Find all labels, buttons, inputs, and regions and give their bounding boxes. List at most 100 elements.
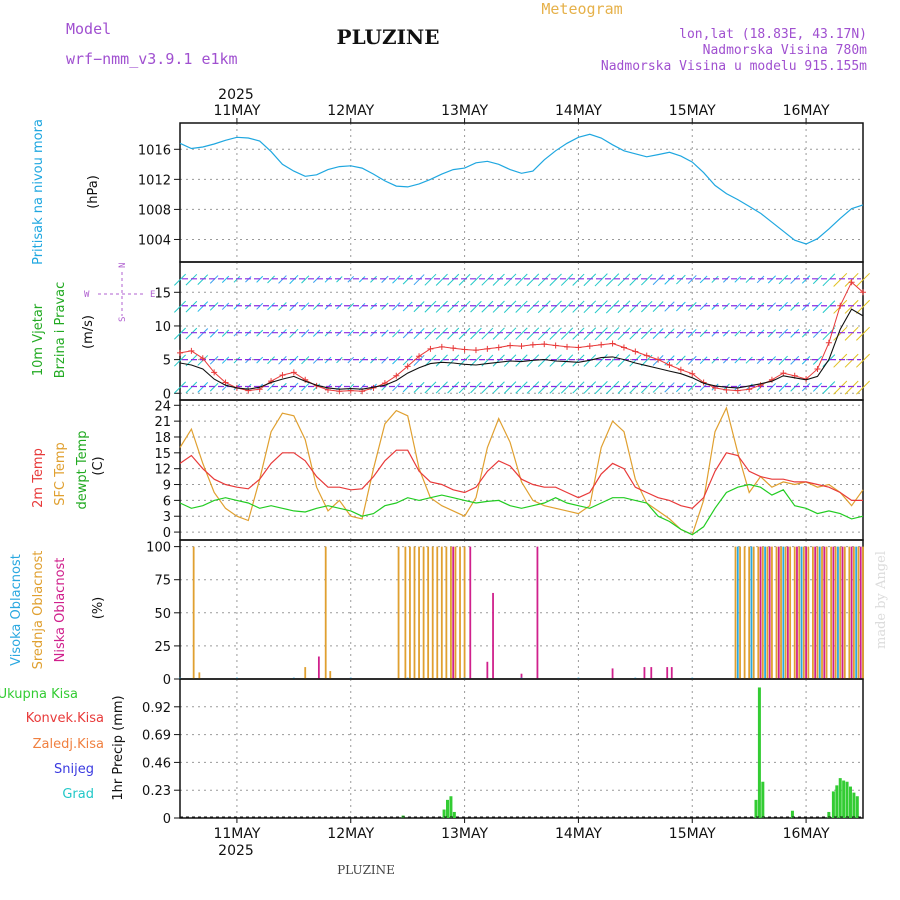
wind-vector <box>481 300 494 313</box>
wind-vector <box>652 301 664 313</box>
wind-vector <box>209 302 219 311</box>
wind-vector <box>790 302 800 311</box>
day-label-top: 11MAY <box>213 103 260 119</box>
wind-vector <box>687 355 697 365</box>
gust-marker <box>393 372 400 379</box>
wind-vector <box>844 380 859 395</box>
wind-vector <box>492 381 505 394</box>
wind-vector <box>594 381 608 395</box>
day-label-bottom: 12MAY <box>327 826 374 842</box>
model-name: wrf−nmm_v3.9.1 e1km <box>66 50 238 68</box>
precip-unit: 1hr Precip (mm) <box>111 695 126 800</box>
day-label-bottom: 15MAY <box>669 826 716 842</box>
wind-vector <box>812 382 823 392</box>
wind-vector <box>392 302 401 311</box>
wind-panel: 0 5 10 15 <box>154 261 870 402</box>
gust-marker <box>245 387 252 394</box>
precip-bar <box>790 810 794 818</box>
wind-vector <box>481 327 494 340</box>
wind-vector <box>801 382 811 392</box>
wind-vector <box>435 327 448 340</box>
wind-vector <box>209 382 219 392</box>
wind-vector <box>424 300 437 313</box>
year-label-bottom: 2025 <box>218 843 254 859</box>
wind-vector <box>492 273 505 286</box>
wind-vector <box>687 275 697 284</box>
wind-vector <box>687 302 697 311</box>
wind-vector <box>312 356 321 364</box>
wind-vector <box>278 329 287 338</box>
y-tick-label: 0 <box>163 526 171 541</box>
wind-vector <box>594 327 608 341</box>
y-tick-label: 0.46 <box>142 756 171 771</box>
wind-vector <box>664 274 675 285</box>
wind-speed-line <box>179 308 864 390</box>
wind-vector <box>402 328 413 339</box>
wind-vector <box>515 273 528 286</box>
gust-marker <box>666 361 673 368</box>
precip-bar <box>442 809 446 818</box>
wind-vector <box>537 300 551 314</box>
wind-vector <box>503 300 517 313</box>
model-label: Model <box>66 20 111 38</box>
wind-vector <box>402 301 413 312</box>
watermark: made by Angel <box>874 551 889 649</box>
wind-vector <box>301 302 310 311</box>
precip-bar <box>452 811 456 818</box>
wind-ylabel-2: Brzina i Pravac <box>53 282 68 379</box>
wind-vector <box>503 273 517 287</box>
gust-marker <box>780 370 787 377</box>
wind-vector <box>790 355 800 365</box>
wind-vector <box>289 328 299 338</box>
wind-vector <box>560 381 574 394</box>
precip-bar <box>855 796 859 818</box>
wind-vector <box>347 302 355 310</box>
cloud-ylabel-1: Visoka Oblacnost <box>9 554 24 666</box>
precip-bar <box>835 785 839 818</box>
wind-vector <box>549 273 562 287</box>
precip-bar <box>446 799 450 818</box>
wind-vector <box>664 382 675 393</box>
gust-marker <box>552 342 559 349</box>
wind-vector <box>812 355 823 365</box>
gust-marker <box>575 344 582 351</box>
y-tick-label: 25 <box>154 640 171 655</box>
wind-vector <box>458 300 471 313</box>
wind-vector <box>652 328 664 339</box>
y-tick-label: 50 <box>154 607 171 622</box>
wind-vector <box>458 381 471 394</box>
gust-marker <box>484 345 491 352</box>
wind-vector <box>347 276 355 283</box>
wind-vector <box>447 273 460 286</box>
wind-vector <box>347 329 355 337</box>
wind-vector <box>583 273 597 287</box>
wind-vector <box>492 354 505 367</box>
wind-vector <box>402 382 413 393</box>
wind-vector <box>447 327 460 340</box>
wind-vector <box>392 275 401 284</box>
gust-marker <box>632 348 639 355</box>
wind-vector <box>790 328 800 338</box>
gust-marker <box>188 347 195 354</box>
y-tick-label: 0 <box>163 812 171 827</box>
wind-vector <box>312 302 321 310</box>
gust-marker <box>461 346 468 353</box>
panel-frame <box>179 678 864 819</box>
wind-vector <box>221 356 230 364</box>
wind-vector <box>503 327 517 340</box>
precip-bar <box>838 778 842 818</box>
wind-vector <box>197 274 209 286</box>
y-tick-label: 15 <box>154 447 171 462</box>
wind-vector <box>289 355 299 365</box>
wind-direction-legend: W E N S <box>84 263 155 322</box>
wind-vector <box>221 383 230 391</box>
wind-vector <box>424 327 437 340</box>
y-tick-label: 1012 <box>138 173 171 188</box>
gust-marker <box>507 342 514 349</box>
footer-station: PLUZINE <box>337 863 395 877</box>
y-tick-label: 0.92 <box>142 701 171 716</box>
year-label-top: 2025 <box>218 87 254 103</box>
wind-vector <box>278 355 287 365</box>
wind-vector <box>699 383 708 391</box>
wind-vector <box>560 327 574 340</box>
